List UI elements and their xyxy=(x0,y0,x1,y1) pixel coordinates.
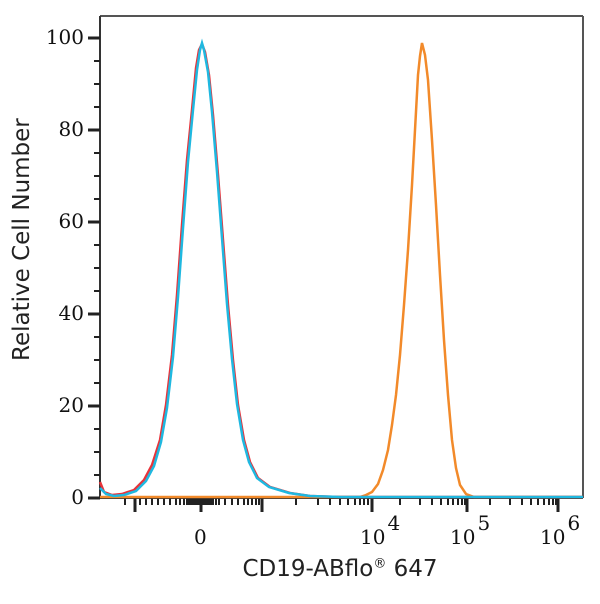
x-axis-ticks xyxy=(124,498,560,512)
y-tick-label: 20 xyxy=(58,393,84,417)
x-tick-label: 104 xyxy=(360,511,401,549)
series-control-cyan-curve xyxy=(99,38,583,499)
y-tick-label: 60 xyxy=(58,209,84,233)
y-tick-label: 80 xyxy=(58,117,84,141)
x-tick-label: 106 xyxy=(540,511,581,549)
x-tick-label: 0 xyxy=(194,525,207,549)
x-axis-label: CD19-ABflo® 647 xyxy=(140,556,540,582)
y-tick-label: 100 xyxy=(45,25,84,49)
registered-mark: ® xyxy=(373,556,387,572)
y-axis-label: Relative Cell Number xyxy=(9,118,35,361)
series-control-red-curve xyxy=(98,40,583,499)
y-tick-label: 0 xyxy=(71,485,84,509)
x-tick-label: 105 xyxy=(450,511,491,549)
y-tick-label: 40 xyxy=(58,301,84,325)
series-cd19-curve xyxy=(100,42,583,499)
plot-frame xyxy=(99,15,584,499)
y-axis-ticks xyxy=(88,36,100,500)
histogram-curves xyxy=(98,38,583,499)
x-axis-label-suffix: 647 xyxy=(386,556,438,582)
x-axis-label-main: CD19-ABflo xyxy=(242,556,374,582)
